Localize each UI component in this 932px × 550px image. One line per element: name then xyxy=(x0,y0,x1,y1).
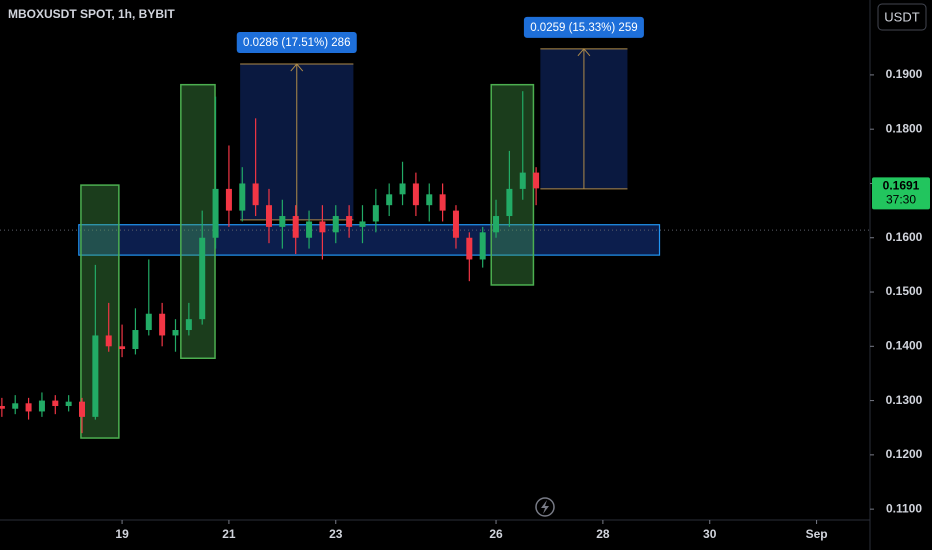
countdown-label: 37:30 xyxy=(886,193,916,207)
x-tick-label: 19 xyxy=(115,527,129,541)
highlight-box xyxy=(490,83,535,286)
last-price-tag xyxy=(872,177,930,210)
candle-body xyxy=(466,237,473,260)
measure-label: 0.0286 (17.51%) 286 xyxy=(243,37,350,49)
candle-body xyxy=(319,221,326,233)
y-tick-label: 0.1100 xyxy=(886,501,922,515)
candle-body xyxy=(119,346,126,350)
candle-body xyxy=(145,313,152,331)
candle-body xyxy=(105,335,112,347)
candle-body xyxy=(65,401,72,407)
candle-body xyxy=(199,237,206,320)
candle-body xyxy=(12,403,19,409)
x-tick-label: 21 xyxy=(222,527,236,541)
candle-body xyxy=(399,183,406,195)
candle-body xyxy=(25,403,32,412)
measure-label-bg xyxy=(523,16,644,38)
candle-body xyxy=(386,194,393,206)
candle-body xyxy=(159,313,166,336)
candle-body xyxy=(292,216,299,238)
x-tick-label: 28 xyxy=(596,527,610,541)
candle-body xyxy=(172,330,179,336)
last-price-label: 0.1691 xyxy=(883,179,920,193)
x-tick-label: Sep xyxy=(806,527,828,541)
y-tick-label: 0.1200 xyxy=(886,447,923,461)
candle-body xyxy=(493,216,500,233)
candle-body xyxy=(52,400,59,407)
currency-button[interactable] xyxy=(877,3,927,31)
x-tick-label: 23 xyxy=(329,527,343,541)
candle-body xyxy=(132,330,139,350)
candle-body xyxy=(372,205,379,222)
x-tick-label: 30 xyxy=(703,527,717,541)
candle-body xyxy=(346,216,353,227)
candle-body xyxy=(452,210,459,238)
candle-body xyxy=(506,188,513,217)
candle-body xyxy=(426,194,433,206)
candle-body xyxy=(439,194,446,211)
candle-body xyxy=(279,216,286,227)
currency-button-label[interactable]: USDT xyxy=(884,9,919,24)
x-tick-label: 26 xyxy=(489,527,503,541)
candle-body xyxy=(239,183,246,211)
lightning-icon[interactable] xyxy=(535,497,555,517)
y-tick-label: 0.1400 xyxy=(886,338,923,352)
measure-arrow-head xyxy=(577,48,591,57)
candle-body xyxy=(252,183,259,206)
candle-body xyxy=(38,400,45,412)
y-tick-label: 0.1600 xyxy=(886,230,923,244)
candle-body xyxy=(359,221,366,227)
measure-arrow-head xyxy=(290,63,304,72)
candle-body xyxy=(0,406,5,409)
y-tick-label: 0.1500 xyxy=(886,284,923,298)
highlight-box xyxy=(180,83,216,359)
candle-body xyxy=(519,172,526,189)
candle-body xyxy=(212,188,219,238)
candle-body xyxy=(412,183,419,206)
candle-body xyxy=(79,401,86,417)
candle-body xyxy=(306,221,313,238)
measure-label-bg xyxy=(236,32,357,54)
highlight-box xyxy=(80,184,120,439)
candle-body xyxy=(265,205,272,227)
candle-body xyxy=(479,232,486,260)
candle-body xyxy=(533,172,540,189)
support-zone xyxy=(78,224,661,256)
candle-body xyxy=(225,188,232,211)
candle-body xyxy=(332,216,339,233)
candle-body xyxy=(92,335,99,417)
measure-label: 0.0259 (15.33%) 259 xyxy=(530,22,637,34)
y-tick-label: 0.1300 xyxy=(886,393,923,407)
chart-title: MBOXUSDT SPOT, 1h, BYBIT xyxy=(8,7,175,21)
candle-body xyxy=(185,319,192,331)
y-tick-label: 0.1900 xyxy=(886,67,923,81)
y-tick-label: 0.1800 xyxy=(886,121,923,135)
